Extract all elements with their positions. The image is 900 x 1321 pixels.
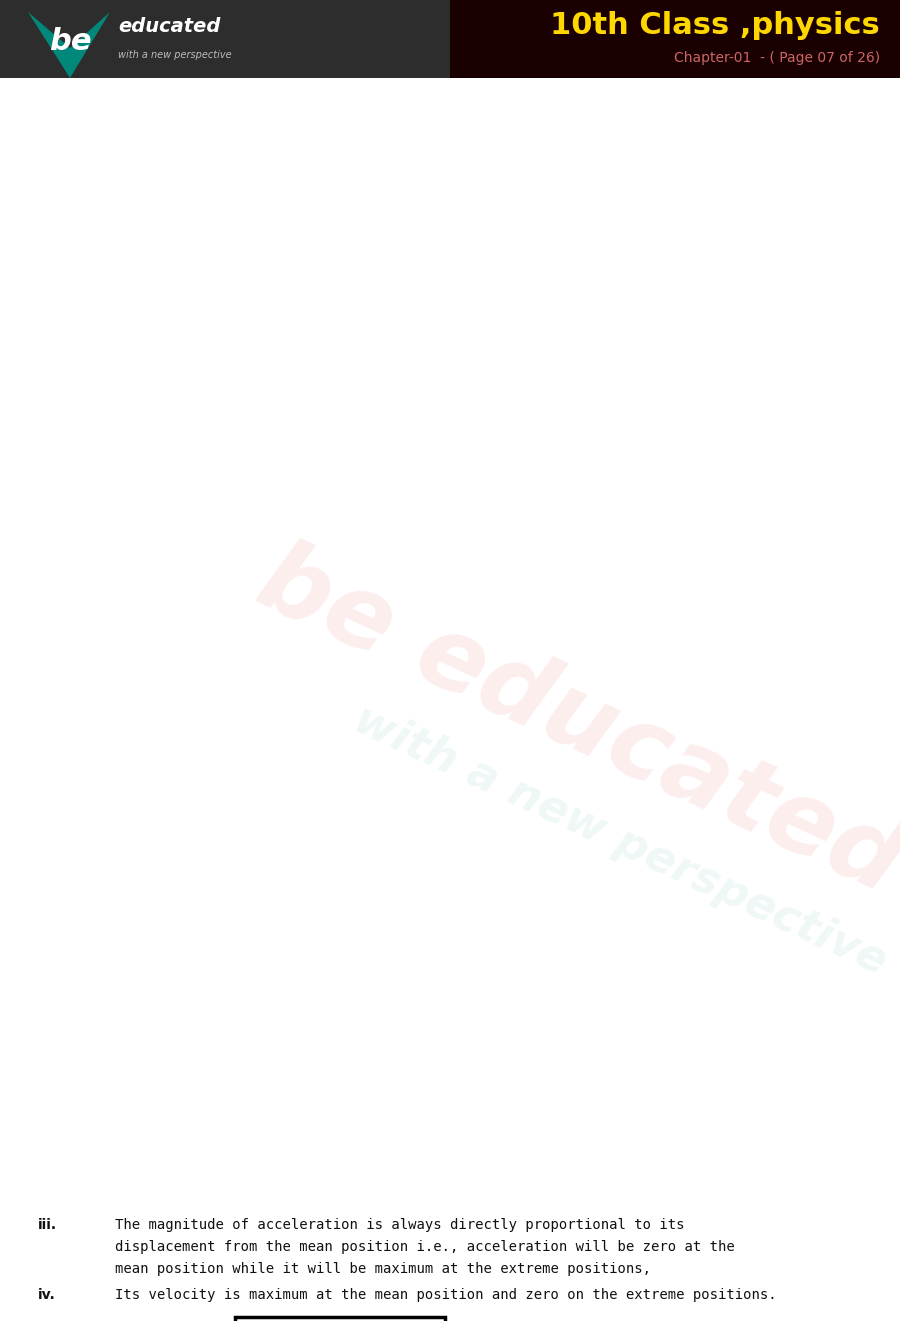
Text: displacement from the mean position i.e., acceleration will be zero at the: displacement from the mean position i.e.…: [115, 1240, 734, 1254]
Text: Chapter-01  - ( Page 07 of 26): Chapter-01 - ( Page 07 of 26): [674, 52, 880, 65]
Polygon shape: [0, 0, 450, 78]
Text: Its velocity is maximum at the mean position and zero on the extreme positions.: Its velocity is maximum at the mean posi…: [115, 1288, 777, 1303]
Text: iv.: iv.: [38, 1288, 56, 1303]
FancyBboxPatch shape: [235, 1317, 445, 1321]
Text: with a new perspective: with a new perspective: [118, 50, 231, 59]
Text: with a new perspective: with a new perspective: [346, 699, 894, 984]
Text: educated: educated: [118, 16, 220, 36]
Text: be educated: be educated: [243, 530, 900, 913]
Text: be: be: [49, 28, 91, 57]
Text: mean position while it will be maximum at the extreme positions,: mean position while it will be maximum a…: [115, 1262, 651, 1276]
Text: 10th Class ,physics: 10th Class ,physics: [550, 12, 880, 41]
Polygon shape: [450, 0, 900, 78]
Polygon shape: [28, 12, 110, 78]
Text: iii.: iii.: [38, 1218, 57, 1232]
Text: The magnitude of acceleration is always directly proportional to its: The magnitude of acceleration is always …: [115, 1218, 685, 1232]
